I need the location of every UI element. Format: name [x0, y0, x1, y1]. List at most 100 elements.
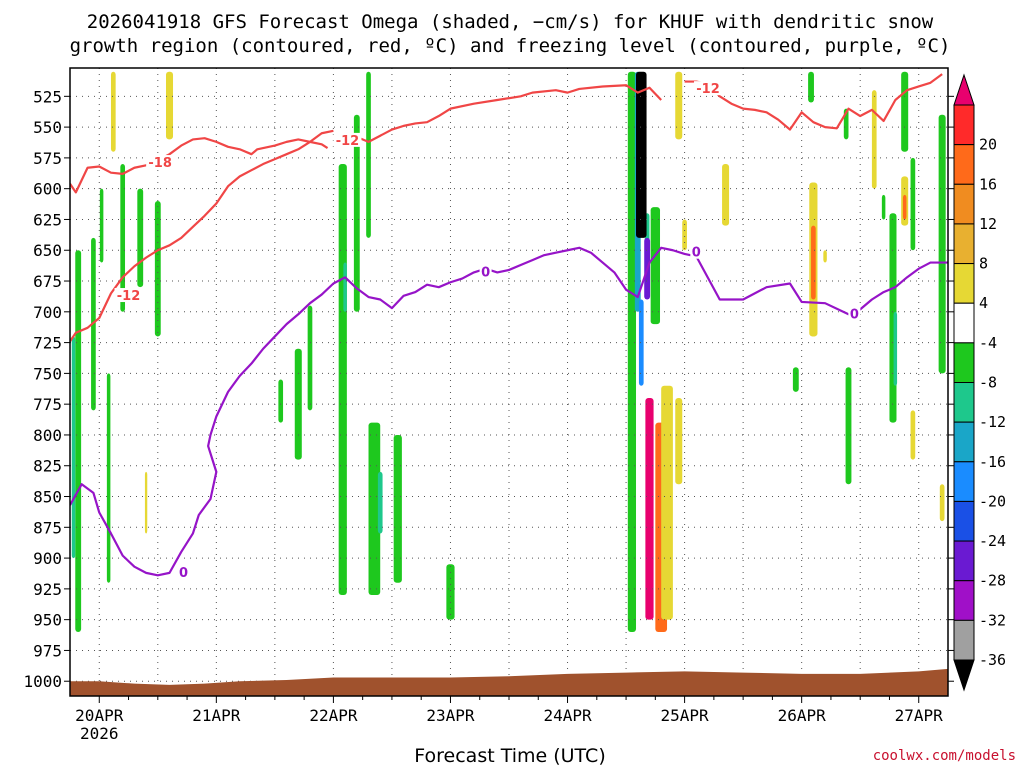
- omega-cell: [307, 305, 313, 411]
- omega-cell: [845, 367, 852, 485]
- y-tick-label: 700: [33, 303, 62, 322]
- dgz-contour-line: [70, 129, 334, 342]
- colorbar-bottom-arrow: [953, 659, 975, 692]
- colorbar-label: -28: [979, 572, 1006, 590]
- omega-cell: [71, 336, 76, 559]
- omega-cell: [99, 188, 104, 263]
- plot-frame: [69, 67, 949, 697]
- colorbar-label: 20: [979, 136, 997, 154]
- y-tick-label: 850: [33, 488, 62, 507]
- dgz-contour-line: [70, 137, 329, 194]
- colorbar-swatch: [953, 500, 975, 542]
- plot-area: -18 -12 -12 -12 0 0 0 0: [69, 67, 949, 697]
- y-tick-label: 800: [33, 426, 62, 445]
- omega-cell: [893, 311, 898, 386]
- colorbar-swatch: [953, 302, 975, 344]
- y-tick-label: 900: [33, 549, 62, 568]
- colorbar-label: -24: [979, 532, 1006, 550]
- x-tick-label: 23APR: [426, 706, 475, 725]
- y-tick-label: 975: [33, 641, 62, 660]
- omega-cell: [368, 422, 381, 596]
- omega-cell: [910, 157, 916, 251]
- colorbar-swatch: [953, 382, 975, 423]
- omega-cell: [650, 207, 661, 325]
- colorbar-swatch: [953, 263, 975, 304]
- x-tick-label: 24APR: [543, 706, 592, 725]
- y-tick-label: 575: [33, 149, 62, 168]
- contour-label-bg: [114, 288, 143, 303]
- omega-cell: [110, 71, 116, 152]
- omega-cell: [792, 367, 799, 392]
- omega-cell: [75, 250, 82, 632]
- x-tick-sublabel: 2026: [80, 724, 119, 743]
- y-tick-label: 650: [33, 241, 62, 260]
- omega-cell: [377, 471, 383, 534]
- freezing-level-label: 0: [179, 566, 188, 581]
- omega-cell: [144, 471, 148, 534]
- y-tick-label: 550: [33, 118, 62, 137]
- omega-cell: [278, 379, 284, 423]
- freezing-level-label: 0: [850, 307, 859, 322]
- colorbar-label: 8: [979, 255, 988, 273]
- omega-cell: [627, 71, 637, 632]
- colorbar-label: -36: [979, 651, 1006, 669]
- omega-cell: [154, 200, 161, 337]
- x-tick-label: 27APR: [895, 706, 944, 725]
- contour-label-bg: [479, 264, 492, 279]
- omega-cell: [661, 385, 673, 620]
- omega-cell: [338, 164, 347, 596]
- colorbar-swatch: [953, 580, 975, 621]
- colorbar-label: 4: [979, 294, 988, 312]
- contour-label-bg: [848, 306, 861, 321]
- omega-cell: [353, 114, 360, 312]
- omega-cell: [343, 262, 347, 312]
- omega-cell: [811, 225, 816, 300]
- contour-label-bg: [333, 132, 362, 147]
- dgz-contour-line: [684, 73, 943, 131]
- omega-cell: [808, 71, 814, 103]
- omega-cell: [645, 398, 654, 620]
- colorbar-swatch: [953, 183, 975, 225]
- colorbar-swatch: [953, 461, 975, 502]
- chart-title-line2: growth region (contoured, red, ºC) and f…: [70, 35, 951, 57]
- y-tick-label: 875: [33, 518, 62, 537]
- contour-label-bg: [146, 155, 175, 170]
- colorbar-label: -8: [979, 374, 997, 392]
- omega-cell: [638, 299, 644, 386]
- x-tick-label: 21APR: [192, 706, 241, 725]
- dgz-contour-label: -12: [117, 289, 141, 304]
- omega-cell: [910, 410, 916, 460]
- freezing-level-label: 0: [481, 265, 490, 280]
- omega-cell: [393, 434, 402, 583]
- y-tick-label: 1000: [23, 672, 62, 691]
- contour-label-bg: [694, 81, 723, 96]
- x-tick-label: 22APR: [309, 706, 358, 725]
- y-tick-label: 675: [33, 272, 62, 291]
- x-axis-label: Forecast Time (UTC): [414, 745, 605, 767]
- dgz-contour-label: -12: [336, 134, 360, 149]
- colorbar-label: -12: [979, 413, 1006, 431]
- dgz-contour-line: [339, 84, 662, 143]
- colorbar-swatch: [953, 104, 975, 146]
- omega-cell: [106, 373, 111, 583]
- omega-cell: [446, 564, 455, 620]
- colorbar-label: -32: [979, 611, 1006, 629]
- credit-text: coolwx.com/models: [873, 748, 1016, 764]
- freezing-level-line: [70, 246, 948, 577]
- y-tick-label: 925: [33, 580, 62, 599]
- terrain-surface: [70, 668, 948, 696]
- omega-cell: [938, 114, 946, 374]
- dgz-contour-label: -18: [148, 156, 172, 171]
- colorbar: 20 16 12 8 4 -4 -8 -12 -16 -20 -24 -28 -32 -36: [953, 73, 1006, 692]
- colorbar-swatch: [953, 540, 975, 582]
- omega-cell: [823, 250, 827, 263]
- omega-cell: [871, 90, 877, 189]
- colorbar-label: 12: [979, 215, 997, 233]
- omega-cell: [901, 71, 909, 152]
- colorbar-swatch: [953, 223, 975, 265]
- colorbar-swatch: [953, 619, 975, 661]
- y-tick-label: 950: [33, 611, 62, 630]
- freezing-level-label: 0: [692, 246, 701, 261]
- y-tick-label: 600: [33, 180, 62, 199]
